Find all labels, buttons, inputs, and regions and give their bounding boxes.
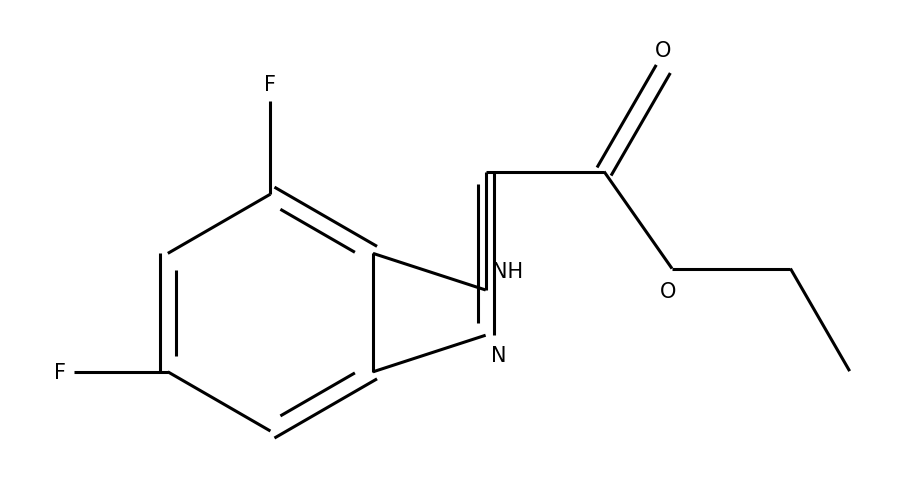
- Text: O: O: [660, 282, 676, 302]
- Text: N: N: [491, 346, 506, 365]
- Text: NH: NH: [492, 262, 523, 282]
- Text: F: F: [264, 75, 276, 95]
- Text: O: O: [655, 41, 672, 61]
- Text: F: F: [54, 362, 66, 382]
